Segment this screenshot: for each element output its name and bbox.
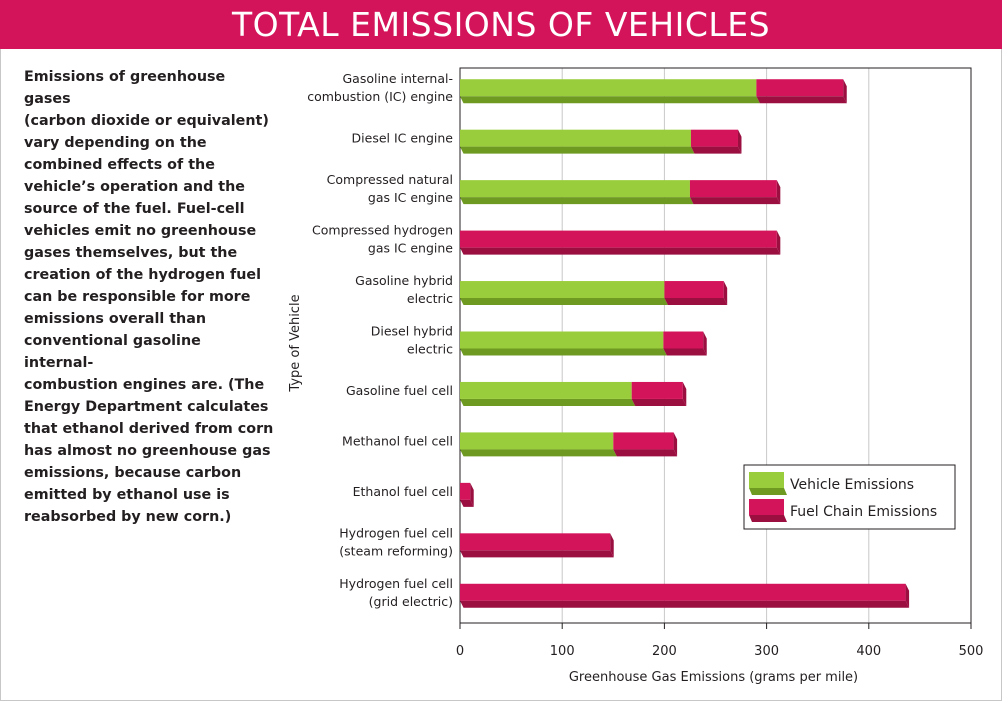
description-text: Emissions of greenhouse gases (carbon dio…: [24, 66, 274, 528]
bar-fuel-chain-emissions: [756, 79, 847, 104]
bar-vehicle-emissions: [460, 331, 667, 356]
category-label: electric: [407, 342, 453, 357]
category-label: electric: [407, 291, 453, 306]
description-line: has almost no greenhouse gas: [24, 443, 271, 459]
category-label: gas IC engine: [368, 241, 453, 256]
bar-vehicle-emissions: [460, 180, 694, 205]
bar-fuel-chain-emissions: [631, 381, 687, 406]
description-line: vehicles emit no greenhouse: [24, 223, 257, 239]
bar-fuel-chain-emissions: [460, 583, 910, 608]
description-line: vehicle’s operation and the: [24, 179, 245, 195]
bar-fuel-chain-emissions: [689, 180, 781, 205]
description-line: Energy Department calculates: [24, 399, 269, 415]
x-tick-label: 300: [754, 644, 779, 659]
description-line: can be responsible for more: [24, 289, 251, 305]
description-line: (carbon dioxide or equivalent): [24, 113, 269, 129]
description-line: emitted by ethanol use is: [24, 487, 230, 503]
description-line: emissions overall than: [24, 311, 207, 327]
category-label: gas IC engine: [368, 190, 453, 205]
x-tick-label: 100: [550, 644, 575, 659]
legend-swatch: [749, 472, 787, 495]
category-label: Diesel IC engine: [352, 131, 454, 146]
bar-fuel-chain-emissions: [690, 129, 742, 154]
bar-fuel-chain-emissions: [460, 230, 781, 255]
category-label: Hydrogen fuel cell: [339, 525, 453, 540]
y-axis-label: Type of Vehicle: [288, 294, 303, 392]
description-line: emissions, because carbon: [24, 465, 242, 481]
bar-fuel-chain-emissions: [613, 432, 678, 457]
bar-vehicle-emissions: [460, 79, 760, 104]
description-line: reabsorbed by new corn.): [24, 509, 232, 525]
bar-vehicle-emissions: [460, 129, 695, 154]
description-line: that ethanol derived from corn: [24, 421, 274, 437]
bar-vehicle-emissions: [460, 381, 636, 406]
x-axis-label: Greenhouse Gas Emissions (grams per mile…: [569, 670, 858, 685]
category-label: Compressed natural: [327, 172, 453, 187]
description-line: source of the fuel. Fuel-cell: [24, 201, 245, 217]
bar-vehicle-emissions: [460, 281, 668, 306]
category-label: Hydrogen fuel cell: [339, 576, 453, 591]
description-line: vary depending on the: [24, 135, 207, 151]
bar-fuel-chain-emissions: [460, 533, 614, 558]
legend-label: Vehicle Emissions: [790, 477, 914, 493]
category-label: (steam reforming): [339, 543, 453, 558]
description-line: combined effects of the: [24, 157, 215, 173]
category-label: Gasoline internal-: [342, 71, 453, 86]
category-label: (grid electric): [369, 594, 453, 609]
description-line: conventional gasoline internal-: [24, 333, 201, 371]
description-line: Emissions of greenhouse gases: [24, 69, 226, 107]
category-label: Gasoline fuel cell: [346, 383, 453, 398]
bar-vehicle-emissions: [460, 432, 617, 457]
category-label: combustion (IC) engine: [307, 89, 453, 104]
description-line: combustion engines are. (The: [24, 377, 265, 393]
x-tick-label: 200: [652, 644, 677, 659]
legend-label: Fuel Chain Emissions: [790, 504, 937, 520]
description-line: creation of the hydrogen fuel: [24, 267, 261, 283]
x-tick-label: 0: [456, 644, 464, 659]
category-label: Gasoline hybrid: [355, 273, 453, 288]
legend-swatch: [749, 499, 787, 522]
bar-fuel-chain-emissions: [663, 331, 707, 356]
category-label: Compressed hydrogen: [312, 223, 453, 238]
category-label: Ethanol fuel cell: [353, 484, 453, 499]
x-tick-label: 400: [856, 644, 881, 659]
category-label: Diesel hybrid: [371, 324, 453, 339]
x-tick-label: 500: [959, 644, 984, 659]
page-title: TOTAL EMISSIONS OF VEHICLES: [0, 0, 1002, 49]
bar-fuel-chain-emissions: [460, 482, 474, 507]
category-label: Methanol fuel cell: [342, 433, 453, 448]
description-line: gases themselves, but the: [24, 245, 238, 261]
bar-fuel-chain-emissions: [664, 281, 728, 306]
